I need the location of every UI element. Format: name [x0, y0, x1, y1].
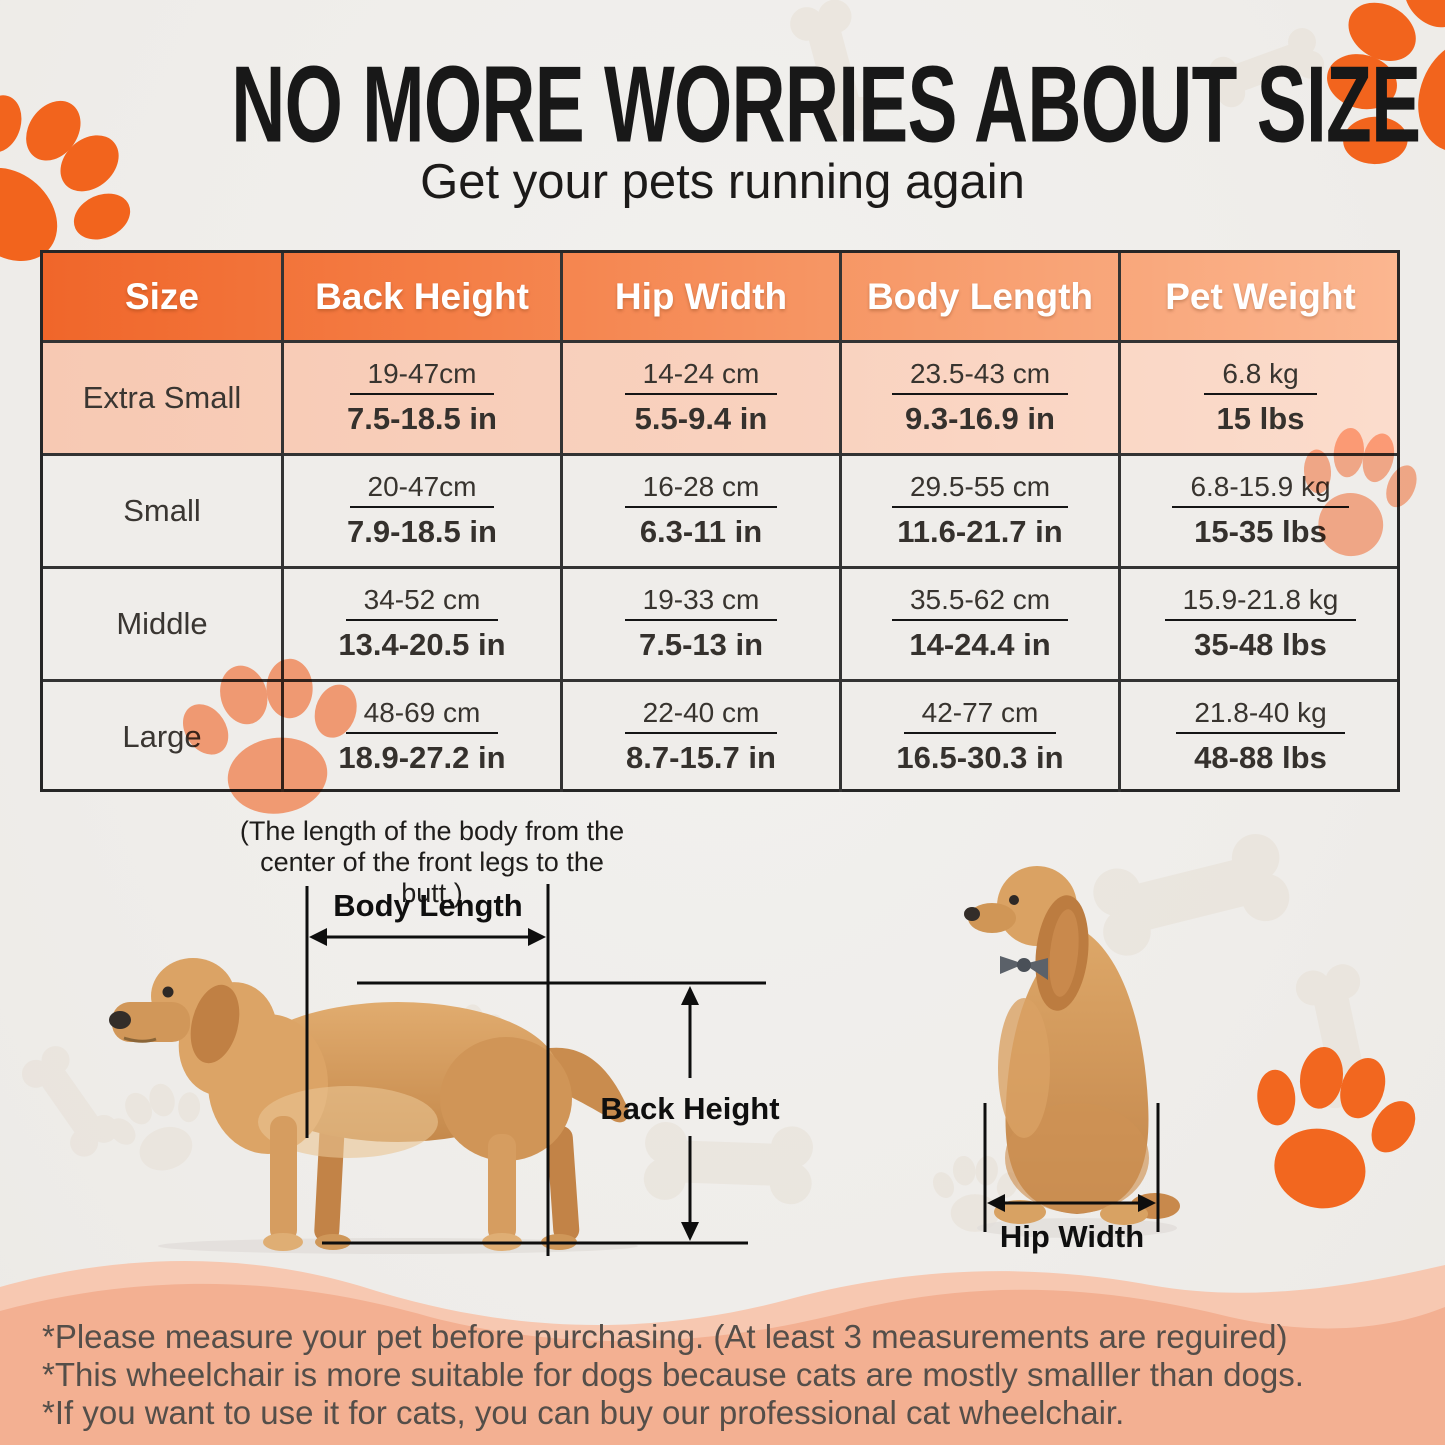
- hip-width-cm: 16-28 cm: [624, 472, 778, 508]
- footnotes: *Please measure your pet before purchasi…: [42, 1318, 1427, 1432]
- body-length-cm: 35.5-62 cm: [891, 585, 1069, 621]
- hip-width-cm: 14-24 cm: [624, 359, 778, 395]
- body-length-in: 14-24.4 in: [909, 627, 1051, 662]
- pet-weight-lbs: 15 lbs: [1216, 401, 1305, 436]
- hip-width-in: 7.5-13 in: [638, 627, 764, 662]
- back-height-in: 7.5-18.5 in: [347, 401, 497, 436]
- paw-print-icon: [1225, 1029, 1435, 1229]
- back-height-cm: 34-52 cm: [345, 585, 499, 621]
- footnote-dogs: *This wheelchair is more suitable for do…: [42, 1356, 1304, 1393]
- hip-width-label: Hip Width: [999, 1219, 1145, 1254]
- standing-dog-illustration: [109, 958, 638, 1254]
- pet-weight-kg: 6.8-15.9 kg: [1172, 472, 1349, 508]
- size-label: Middle: [116, 606, 208, 641]
- back-height-in: 7.9-18.5 in: [347, 514, 497, 549]
- column-header-hip-width: Hip Width: [560, 253, 839, 340]
- column-header-pet-weight: Pet Weight: [1118, 253, 1400, 340]
- back-height-cm: 19-47cm: [349, 359, 495, 395]
- sitting-dog-illustration: [964, 866, 1180, 1238]
- column-header-size: Size: [124, 275, 200, 317]
- size-label: Large: [122, 719, 202, 754]
- body-length-in: 9.3-16.9 in: [905, 401, 1055, 436]
- size-chart-table: Size Back Height Hip Width Body Length P…: [40, 250, 1400, 792]
- column-header-back-height: Back Height: [281, 253, 560, 340]
- hip-width-in: 8.7-15.7 in: [626, 740, 776, 775]
- body-length-cm: 23.5-43 cm: [891, 359, 1069, 395]
- back-height-cm: 48-69 cm: [345, 698, 499, 734]
- body-length-cm: 42-77 cm: [903, 698, 1057, 734]
- table-row-middle: Middle 34-52 cm 13.4-20.5 in 19-33 cm 7.…: [43, 566, 1397, 679]
- back-height-in: 18.9-27.2 in: [338, 740, 506, 775]
- body-length-in: 11.6-21.7 in: [897, 514, 1063, 549]
- body-length-cm: 29.5-55 cm: [891, 472, 1069, 508]
- page-title: NO MORE WORRIES ABOUT SIZE: [0, 44, 1445, 166]
- table-row-large: Large 48-69 cm 18.9-27.2 in 22-40 cm 8.7…: [43, 679, 1397, 792]
- body-length-note-line2: center of the front legs to the butt.): [260, 847, 604, 908]
- hip-width-cm: 19-33 cm: [624, 585, 778, 621]
- footnote-cats: *If you want to use it for cats, you can…: [42, 1394, 1125, 1431]
- table-row-small: Small 20-47cm 7.9-18.5 in 16-28 cm 6.3-1…: [43, 453, 1397, 566]
- page-subtitle: Get your pets running again: [420, 155, 1025, 209]
- size-label: Extra Small: [82, 380, 242, 415]
- column-header-body-length: Body Length: [839, 253, 1118, 340]
- table-row-extra-small: Extra Small 19-47cm 7.5-18.5 in 14-24 cm…: [43, 340, 1397, 453]
- body-length-in: 16.5-30.3 in: [896, 740, 1064, 775]
- body-length-label: Body Length: [333, 888, 523, 923]
- pet-weight-kg: 21.8-40 kg: [1176, 698, 1345, 734]
- body-length-note: (The length of the body from the center …: [232, 816, 632, 909]
- hip-width-in: 5.5-9.4 in: [634, 401, 768, 436]
- body-length-note-line1: (The length of the body from the: [239, 816, 625, 846]
- back-height-label: Back Height: [600, 1091, 780, 1126]
- page-title-text: NO MORE WORRIES ABOUT SIZE: [231, 44, 1421, 166]
- back-height-cm: 20-47cm: [349, 472, 495, 508]
- size-label: Small: [123, 493, 201, 528]
- pet-weight-lbs: 35-48 lbs: [1194, 627, 1327, 662]
- hip-width-cm: 22-40 cm: [624, 698, 778, 734]
- table-header-row: Size Back Height Hip Width Body Length P…: [43, 253, 1397, 340]
- hip-width-in: 6.3-11 in: [639, 514, 763, 549]
- pet-weight-kg: 15.9-21.8 kg: [1164, 585, 1357, 621]
- pet-weight-lbs: 48-88 lbs: [1194, 740, 1327, 775]
- pet-weight-kg: 6.8 kg: [1204, 359, 1317, 395]
- pet-weight-lbs: 15-35 lbs: [1194, 514, 1327, 549]
- footnote-measure: *Please measure your pet before purchasi…: [42, 1318, 1288, 1355]
- back-height-in: 13.4-20.5 in: [338, 627, 506, 662]
